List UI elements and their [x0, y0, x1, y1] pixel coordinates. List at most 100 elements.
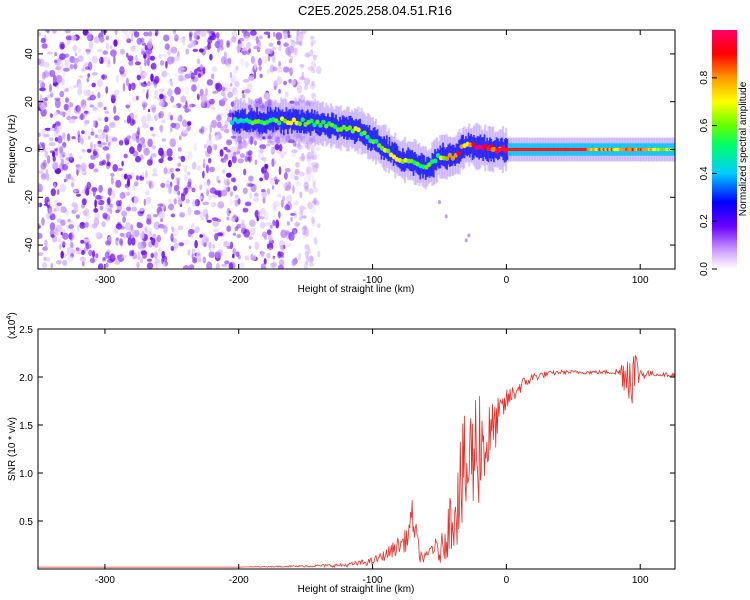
noise-speckle: [55, 224, 63, 233]
noise-speckle: [202, 66, 206, 75]
noise-speckle: [133, 31, 140, 38]
noise-speckle: [65, 87, 69, 93]
noise-speckle: [121, 210, 128, 217]
ridge-band: [309, 112, 312, 136]
noise-speckle: [313, 198, 318, 204]
ridge-band: [391, 141, 394, 160]
noise-speckle: [300, 135, 304, 141]
noise-speckle: [135, 113, 138, 119]
noise-speckle: [160, 182, 166, 188]
noise-speckle: [276, 40, 281, 46]
noise-speckle: [150, 153, 157, 158]
noise-speckle: [86, 32, 92, 41]
noise-speckle: [271, 158, 275, 168]
noise-speckle: [290, 216, 293, 221]
noise-speckle: [157, 203, 164, 207]
noise-speckle: [299, 205, 305, 212]
noise-speckle: [244, 201, 252, 207]
noise-speckle: [192, 257, 198, 264]
noise-speckle: [173, 198, 177, 205]
noise-speckle: [280, 150, 285, 160]
ridge-band: [246, 113, 249, 133]
noise-speckle: [75, 214, 80, 219]
noise-speckle: [108, 121, 116, 128]
colorbar-tick-label: 0.2: [699, 214, 710, 228]
noise-speckle: [159, 125, 163, 132]
noise-speckle: [103, 56, 110, 63]
noise-speckle: [233, 214, 237, 221]
ridge-band: [288, 109, 291, 129]
x-tick-label: 100: [632, 275, 649, 286]
noise-speckle: [246, 151, 249, 156]
noise-speckle: [316, 223, 321, 228]
noise-speckle: [62, 259, 68, 266]
noise-speckle: [278, 61, 281, 67]
noise-speckle: [230, 135, 237, 139]
colorbar-tick-label: 0.6: [699, 118, 710, 132]
noise-speckle: [125, 77, 130, 87]
noise-speckle: [73, 63, 78, 70]
noise-speckle: [38, 58, 42, 65]
noise-speckle: [293, 47, 298, 56]
noise-speckle: [81, 148, 86, 153]
noise-speckle: [223, 128, 230, 134]
noise-speckle: [57, 61, 65, 70]
noise-speckle: [84, 110, 89, 114]
noise-speckle: [141, 50, 147, 56]
noise-speckle: [62, 132, 66, 140]
colorbar-tick-label: 0.0: [699, 262, 710, 276]
noise-speckle: [311, 92, 317, 100]
noise-speckle: [70, 242, 74, 249]
noise-speckle: [131, 237, 136, 246]
noise-speckle: [203, 143, 208, 149]
noise-speckle: [306, 155, 311, 162]
noise-speckle: [208, 123, 212, 128]
noise-speckle: [242, 79, 250, 83]
noise-speckle: [41, 262, 48, 268]
noise-speckle: [79, 134, 84, 144]
noise-speckle: [248, 175, 254, 182]
noise-speckle: [57, 135, 63, 144]
noise-speckle: [177, 117, 181, 122]
noise-speckle: [188, 264, 195, 269]
noise-speckle: [278, 46, 281, 51]
noise-speckle: [89, 141, 93, 150]
noise-speckle: [156, 235, 162, 243]
noise-speckle: [226, 207, 231, 217]
noise-speckle: [254, 159, 258, 165]
noise-speckle: [38, 232, 43, 239]
noise-speckle: [170, 46, 178, 54]
ridge-core: [424, 164, 429, 170]
noise-speckle: [49, 222, 56, 231]
noise-speckle: [76, 193, 81, 197]
noise-speckle: [164, 43, 170, 50]
noise-speckle: [260, 251, 265, 257]
noise-speckle: [278, 88, 281, 94]
noise-speckle: [107, 135, 115, 144]
noise-speckle: [115, 179, 122, 188]
noise-speckle: [250, 183, 257, 193]
colorbar-label: Normalized spectral amplitude: [738, 81, 749, 216]
noise-speckle: [109, 203, 114, 208]
noise-speckle: [207, 42, 211, 50]
noise-speckle: [158, 110, 164, 119]
noise-speckle: [148, 37, 152, 45]
noise-speckle: [163, 167, 168, 175]
noise-speckle: [106, 161, 111, 167]
noise-speckle: [212, 90, 219, 94]
noise-speckle: [85, 110, 90, 115]
noise-speckle: [50, 234, 55, 238]
noise-speckle: [212, 228, 219, 233]
noise-speckle: [83, 238, 90, 242]
noise-speckle: [55, 230, 60, 237]
noise-speckle: [312, 197, 317, 206]
noise-speckle: [187, 43, 193, 49]
noise-speckle: [464, 238, 468, 243]
noise-speckle: [299, 156, 306, 160]
noise-speckle: [246, 182, 253, 188]
noise-speckle: [77, 55, 84, 62]
noise-speckle: [61, 240, 66, 246]
noise-speckle: [188, 32, 193, 42]
noise-speckle: [309, 205, 317, 214]
noise-speckle: [180, 95, 187, 103]
